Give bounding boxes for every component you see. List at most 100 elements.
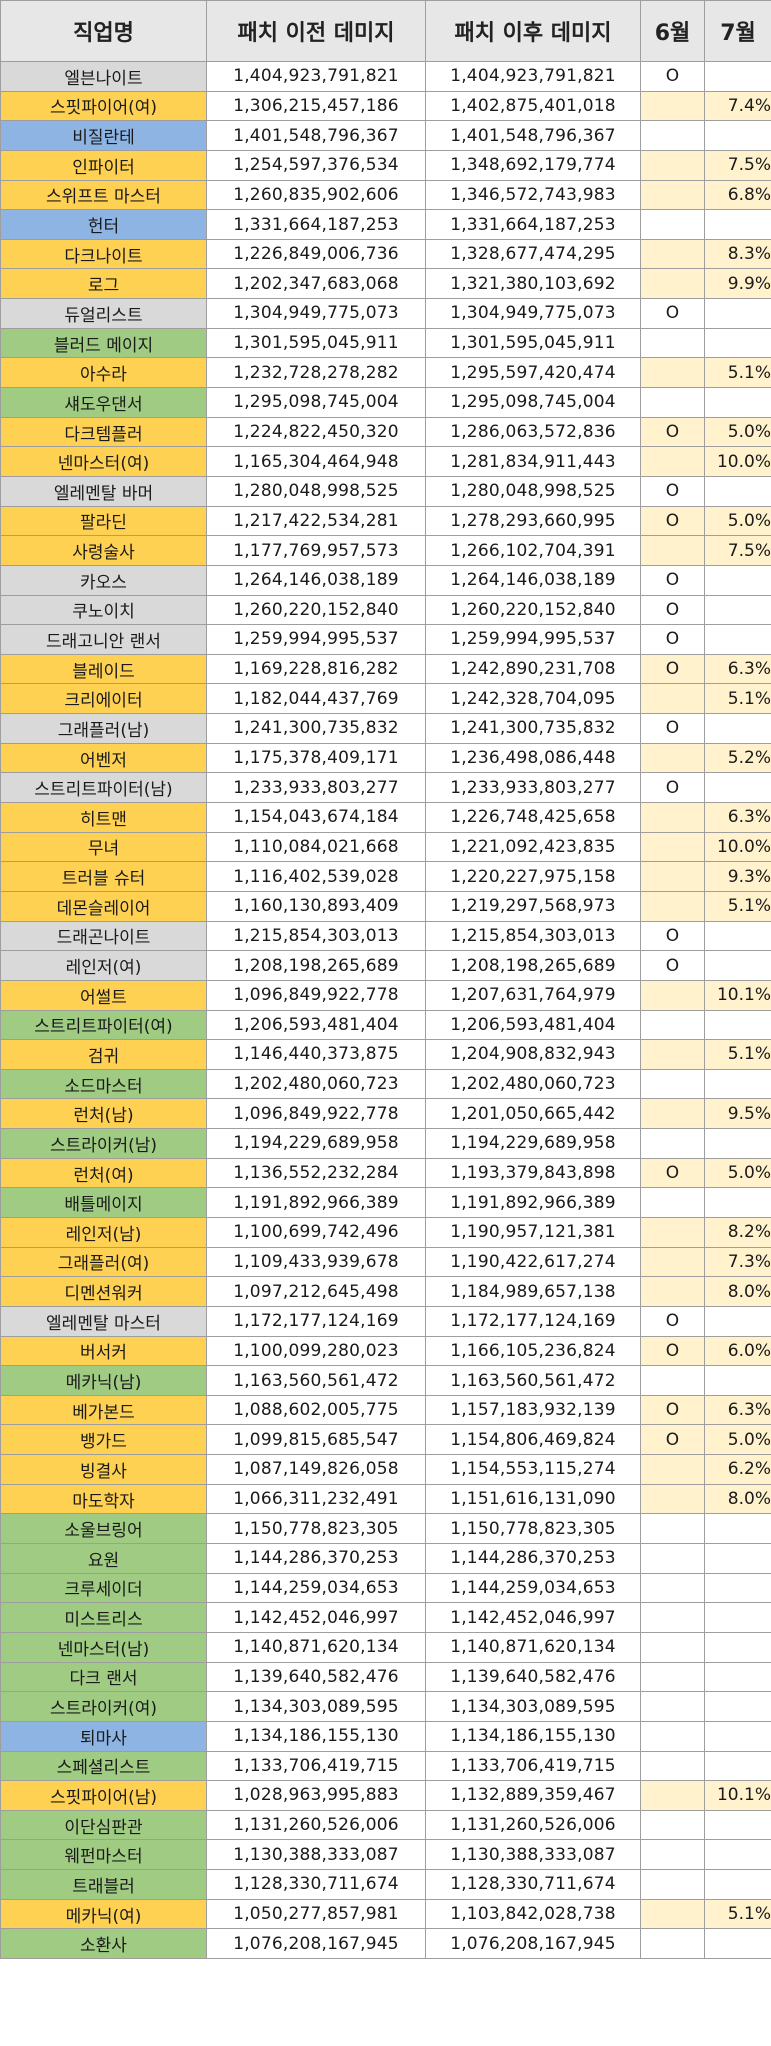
june-mark-cell: O bbox=[640, 505, 705, 537]
header-june: 6월 bbox=[640, 0, 705, 62]
june-mark-cell bbox=[640, 890, 705, 922]
damage-after-cell: 1,264,146,038,189 bbox=[425, 564, 641, 596]
damage-before-cell: 1,175,378,409,171 bbox=[206, 742, 426, 774]
july-change-cell bbox=[704, 772, 771, 804]
july-change-cell bbox=[704, 1543, 771, 1574]
june-mark-cell: O bbox=[640, 1424, 705, 1456]
july-change-cell: 8.2% bbox=[704, 1216, 771, 1248]
july-change-cell bbox=[704, 1365, 771, 1396]
july-change-cell: 5.1% bbox=[704, 1039, 771, 1070]
table-row: 트래블러 1,128,330,711,674 1,128,330,711,674 bbox=[0, 1869, 771, 1900]
table-row: 소드마스터 1,202,480,060,723 1,202,480,060,723 bbox=[0, 1068, 771, 1100]
damage-before-cell: 1,150,778,823,305 bbox=[206, 1513, 426, 1545]
class-name-cell: 인파이터 bbox=[0, 149, 207, 181]
july-change-cell bbox=[704, 387, 771, 418]
damage-after-cell: 1,278,293,660,995 bbox=[425, 505, 641, 537]
damage-after-cell: 1,295,597,420,474 bbox=[425, 357, 641, 389]
damage-after-cell: 1,207,631,764,979 bbox=[425, 979, 641, 1011]
july-change-cell: 7.4% bbox=[704, 90, 771, 122]
june-mark-cell bbox=[640, 1513, 705, 1545]
header-damage-after: 패치 이후 데미지 bbox=[425, 0, 641, 62]
damage-after-cell: 1,144,286,370,253 bbox=[425, 1543, 641, 1574]
table-row: 스트라이커(남) 1,194,229,689,958 1,194,229,689,9… bbox=[0, 1128, 771, 1159]
class-name-cell: 메카닉(남) bbox=[0, 1365, 207, 1396]
table-row: 비질란테 1,401,548,796,367 1,401,548,796,367 bbox=[0, 120, 771, 151]
july-change-cell: 6.3% bbox=[704, 653, 771, 685]
table-row: 블러드 메이지 1,301,595,045,911 1,301,595,045,91… bbox=[0, 327, 771, 359]
july-change-cell: 7.5% bbox=[704, 149, 771, 181]
damage-after-cell: 1,301,595,045,911 bbox=[425, 327, 641, 359]
table-row: 다크 랜서 1,139,640,582,476 1,139,640,582,476 bbox=[0, 1661, 771, 1693]
damage-before-cell: 1,099,815,685,547 bbox=[206, 1424, 426, 1456]
damage-after-cell: 1,193,379,843,898 bbox=[425, 1157, 641, 1189]
damage-after-cell: 1,172,177,124,169 bbox=[425, 1305, 641, 1337]
damage-after-cell: 1,280,048,998,525 bbox=[425, 475, 641, 507]
damage-before-cell: 1,206,593,481,404 bbox=[206, 1009, 426, 1041]
damage-after-cell: 1,331,664,187,253 bbox=[425, 209, 641, 240]
june-mark-cell bbox=[640, 1691, 705, 1722]
damage-after-cell: 1,404,923,791,821 bbox=[425, 61, 641, 92]
july-change-cell bbox=[704, 475, 771, 507]
july-change-cell: 10.0% bbox=[704, 446, 771, 477]
july-change-cell bbox=[704, 920, 771, 952]
damage-before-cell: 1,264,146,038,189 bbox=[206, 564, 426, 596]
july-change-cell: 7.5% bbox=[704, 535, 771, 566]
june-mark-cell bbox=[640, 1039, 705, 1070]
june-mark-cell bbox=[640, 1543, 705, 1574]
class-name-cell: 런처(남) bbox=[0, 1098, 207, 1130]
class-name-cell: 어썰트 bbox=[0, 979, 207, 1011]
damage-after-cell: 1,128,330,711,674 bbox=[425, 1869, 641, 1900]
june-mark-cell bbox=[640, 1246, 705, 1278]
class-name-cell: 베가본드 bbox=[0, 1394, 207, 1426]
damage-table: 직업명 패치 이전 데미지 패치 이후 데미지 6월 7월 엘븐나이트 1,404… bbox=[0, 0, 771, 1959]
table-row: 빙결사 1,087,149,826,058 1,154,553,115,274 6.2… bbox=[0, 1454, 771, 1485]
table-row: 블레이드 1,169,228,816,282 1,242,890,231,708 O 6… bbox=[0, 653, 771, 685]
damage-before-cell: 1,232,728,278,282 bbox=[206, 357, 426, 389]
damage-before-cell: 1,088,602,005,775 bbox=[206, 1394, 426, 1426]
damage-after-cell: 1,304,949,775,073 bbox=[425, 298, 641, 329]
june-mark-cell bbox=[640, 1750, 705, 1782]
table-row: 드래고니안 랜서 1,259,994,995,537 1,259,994,995,5… bbox=[0, 624, 771, 655]
class-name-cell: 드래곤나이트 bbox=[0, 920, 207, 952]
july-change-cell: 6.3% bbox=[704, 1394, 771, 1426]
june-mark-cell: O bbox=[640, 653, 705, 685]
june-mark-cell: O bbox=[640, 416, 705, 448]
june-mark-cell bbox=[640, 1454, 705, 1485]
table-row: 레인저(여) 1,208,198,265,689 1,208,198,265,689… bbox=[0, 950, 771, 981]
class-name-cell: 스핏파이어(남) bbox=[0, 1780, 207, 1811]
table-row: 검귀 1,146,440,373,875 1,204,908,832,943 5.1% bbox=[0, 1039, 771, 1070]
june-mark-cell bbox=[640, 1068, 705, 1100]
table-row: 베가본드 1,088,602,005,775 1,157,183,932,139 O 6… bbox=[0, 1394, 771, 1426]
june-mark-cell: O bbox=[640, 950, 705, 981]
june-mark-cell bbox=[640, 1365, 705, 1396]
damage-before-cell: 1,134,303,089,595 bbox=[206, 1691, 426, 1722]
class-name-cell: 그래플러(남) bbox=[0, 713, 207, 744]
damage-after-cell: 1,226,748,425,658 bbox=[425, 802, 641, 833]
damage-before-cell: 1,110,084,021,668 bbox=[206, 831, 426, 863]
class-name-cell: 검귀 bbox=[0, 1039, 207, 1070]
class-name-cell: 퇴마사 bbox=[0, 1720, 207, 1752]
table-row: 넨마스터(남) 1,140,871,620,134 1,140,871,620,13… bbox=[0, 1631, 771, 1663]
june-mark-cell: O bbox=[640, 594, 705, 626]
class-name-cell: 메카닉(여) bbox=[0, 1898, 207, 1930]
damage-before-cell: 1,134,186,155,130 bbox=[206, 1720, 426, 1752]
damage-before-cell: 1,096,849,922,778 bbox=[206, 1098, 426, 1130]
damage-after-cell: 1,190,422,617,274 bbox=[425, 1246, 641, 1278]
damage-before-cell: 1,194,229,689,958 bbox=[206, 1128, 426, 1159]
damage-before-cell: 1,172,177,124,169 bbox=[206, 1305, 426, 1337]
table-row: 그래플러(여) 1,109,433,939,678 1,190,422,617,27… bbox=[0, 1246, 771, 1278]
class-name-cell: 트래블러 bbox=[0, 1869, 207, 1900]
header-july: 7월 bbox=[704, 0, 771, 62]
damage-before-cell: 1,259,994,995,537 bbox=[206, 624, 426, 655]
damage-before-cell: 1,226,849,006,736 bbox=[206, 238, 426, 270]
damage-before-cell: 1,154,043,674,184 bbox=[206, 802, 426, 833]
june-mark-cell: O bbox=[640, 1394, 705, 1426]
table-row: 퇴마사 1,134,186,155,130 1,134,186,155,130 bbox=[0, 1720, 771, 1752]
july-change-cell: 9.9% bbox=[704, 268, 771, 300]
class-name-cell: 빙결사 bbox=[0, 1454, 207, 1485]
july-change-cell: 8.3% bbox=[704, 238, 771, 270]
class-name-cell: 섀도우댄서 bbox=[0, 387, 207, 418]
july-change-cell: 6.8% bbox=[704, 179, 771, 211]
july-change-cell: 8.0% bbox=[704, 1483, 771, 1515]
damage-after-cell: 1,076,208,167,945 bbox=[425, 1928, 641, 1959]
